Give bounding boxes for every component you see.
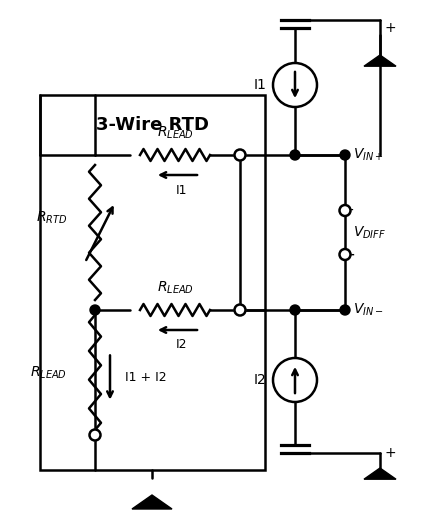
Text: I1: I1 [254, 78, 266, 92]
Circle shape [273, 63, 317, 107]
Text: $R_{LEAD}$: $R_{LEAD}$ [30, 364, 67, 381]
Circle shape [340, 305, 350, 315]
Text: +: + [342, 203, 354, 218]
Circle shape [235, 149, 246, 160]
Text: $V_{IN+}$: $V_{IN+}$ [353, 147, 383, 163]
Polygon shape [132, 495, 172, 509]
Polygon shape [364, 468, 396, 479]
Circle shape [340, 150, 350, 160]
Circle shape [340, 205, 351, 216]
Text: −: − [341, 246, 355, 264]
Circle shape [90, 430, 100, 441]
Circle shape [90, 305, 100, 315]
Text: $R_{RTD}$: $R_{RTD}$ [36, 209, 67, 226]
Text: +: + [385, 21, 397, 35]
Text: $V_{DIFF}$: $V_{DIFF}$ [353, 224, 386, 241]
Text: I2: I2 [254, 373, 266, 387]
Text: +: + [385, 446, 397, 460]
Text: $V_{IN-}$: $V_{IN-}$ [353, 302, 384, 318]
Text: I1 + I2: I1 + I2 [125, 371, 167, 384]
Text: $R_{LEAD}$: $R_{LEAD}$ [156, 280, 193, 296]
Text: $R_{LEAD}$: $R_{LEAD}$ [156, 125, 193, 141]
Circle shape [290, 305, 300, 315]
Polygon shape [364, 55, 396, 66]
Circle shape [290, 150, 300, 160]
Text: I2: I2 [176, 339, 188, 352]
Circle shape [340, 249, 351, 260]
Text: I1: I1 [176, 183, 188, 196]
Text: 3-Wire RTD: 3-Wire RTD [96, 116, 209, 134]
Circle shape [235, 304, 246, 315]
Circle shape [273, 358, 317, 402]
